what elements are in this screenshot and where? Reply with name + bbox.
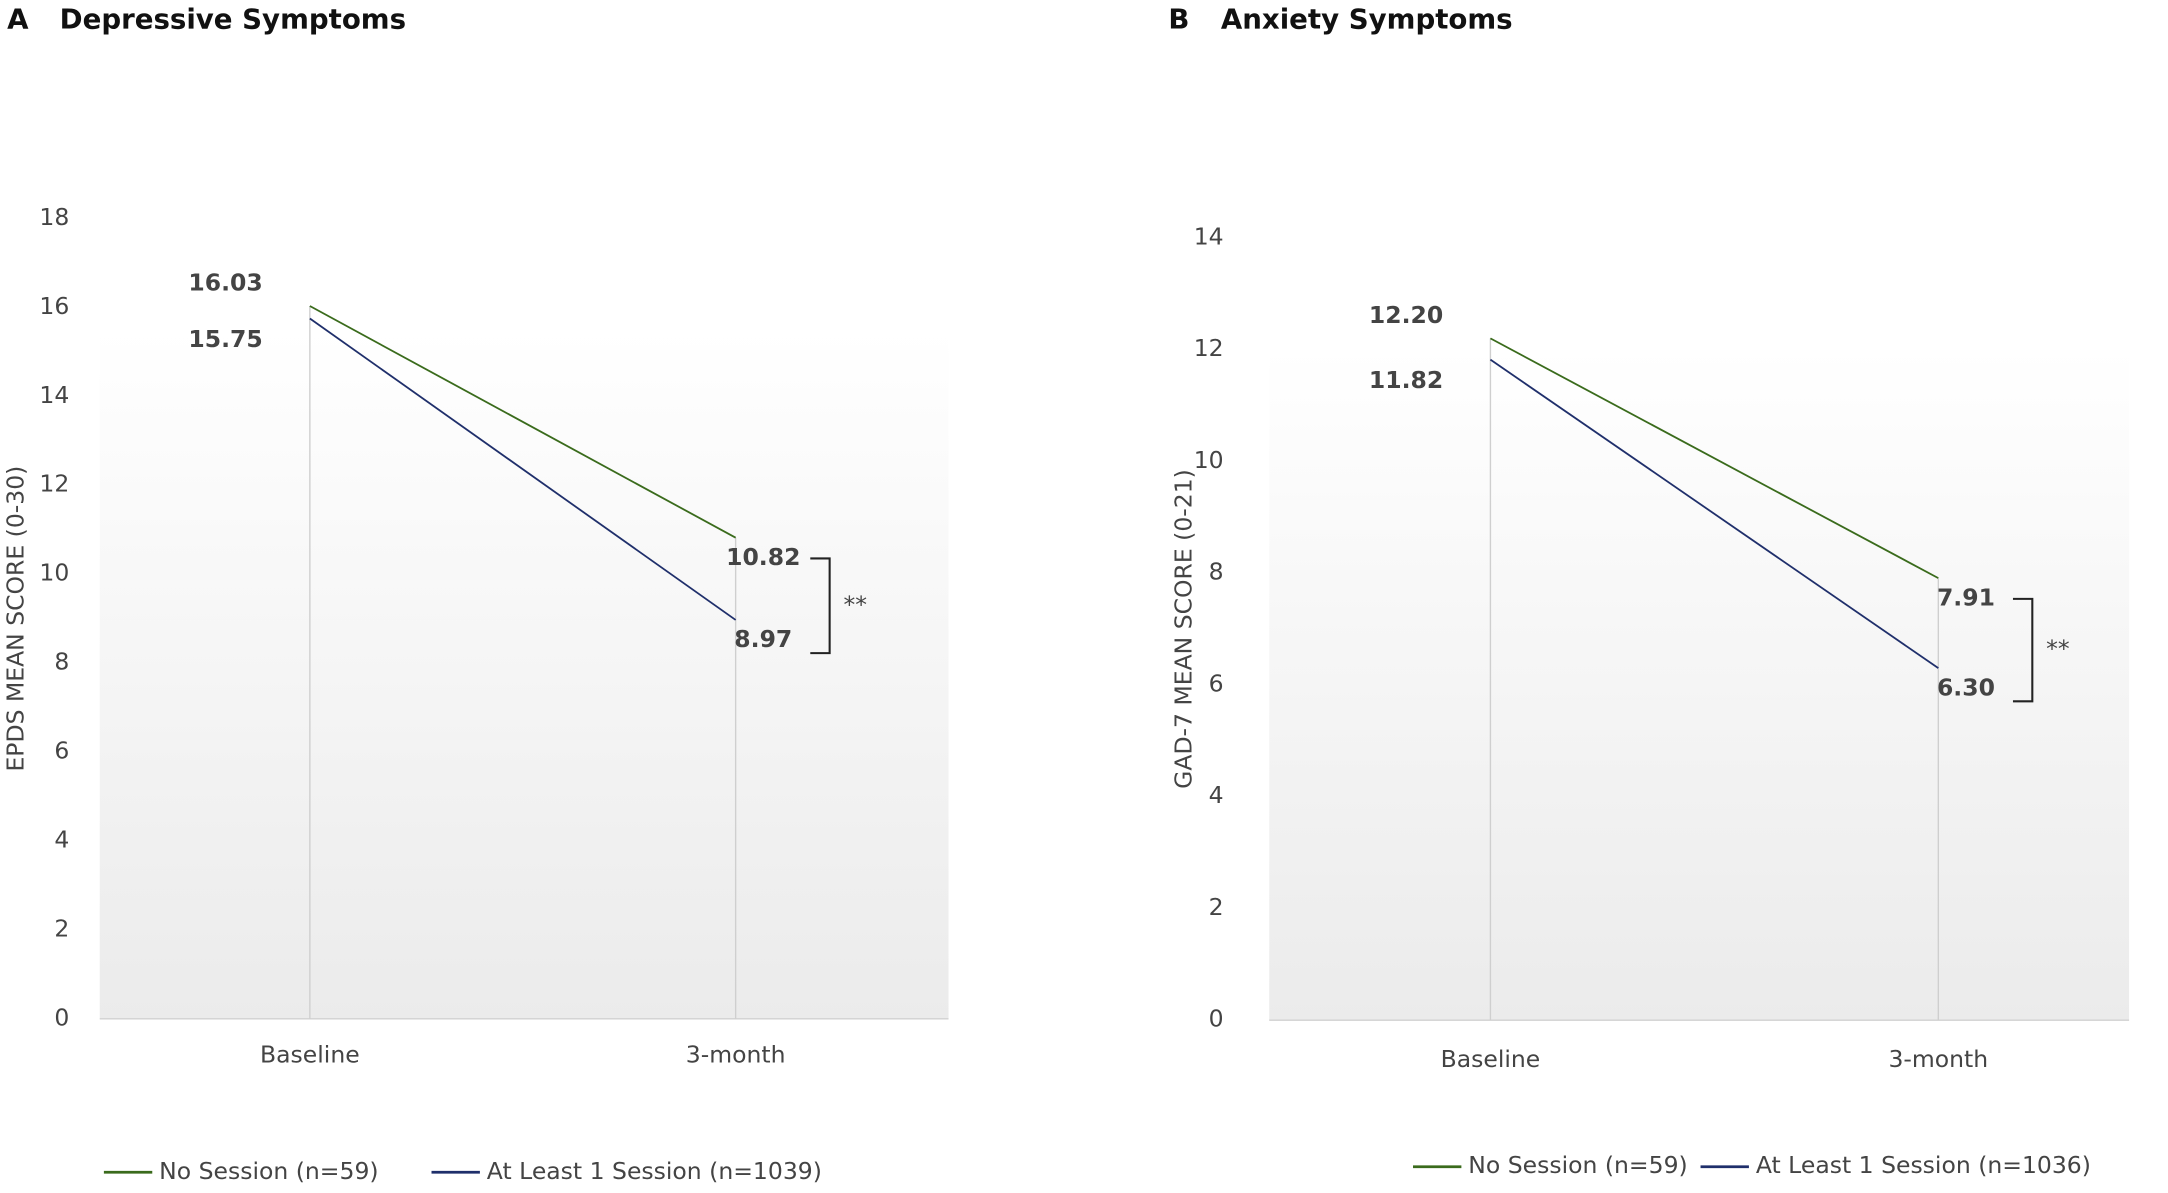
value-label: 8.97 [734,625,792,653]
y-tick-label: 14 [39,381,69,409]
y-tick-label: 4 [1209,781,1224,809]
y-tick-label: 0 [1209,1005,1224,1033]
legend-label: At Least 1 Session (n=1036) [1756,1151,2091,1179]
x-tick-label: Baseline [1441,1045,1541,1073]
value-label: 15.75 [188,325,262,353]
y-tick-label: 0 [54,1003,69,1031]
y-tick-label: 2 [1209,893,1224,921]
chart-title: Depressive Symptoms [60,3,406,36]
y-tick-label: 2 [54,914,69,942]
series-line [1489,358,1939,669]
value-label: 12.20 [1369,301,1443,329]
x-tick-label: Baseline [260,1041,360,1069]
y-tick-label: 6 [54,737,69,765]
plot-background [1269,348,2130,1021]
value-label: 7.91 [1937,583,1995,611]
value-label: 10.82 [726,543,800,571]
y-tick-label: 10 [1194,446,1224,474]
y-tick-label: 10 [39,559,69,587]
y-tick-label: 8 [1209,558,1224,586]
series-line [309,305,737,539]
series-line [1489,337,1939,579]
y-tick-label: 16 [39,292,69,320]
significance-label: ** [843,590,867,618]
y-tick-label: 12 [39,470,69,498]
x-tick-label: 3-month [686,1041,786,1069]
x-tick-label: 3-month [1888,1045,1988,1073]
panel-label: B [1168,3,1189,36]
significance-label: ** [2046,635,2070,663]
y-axis-label: EPDS MEAN SCORE (0-30) [1,466,29,772]
legend-label: At Least 1 Session (n=1039) [487,1157,822,1185]
value-label: 11.82 [1369,366,1443,394]
y-tick-label: 4 [54,825,69,853]
y-tick-label: 8 [54,648,69,676]
chart-title: Anxiety Symptoms [1221,3,1513,36]
y-tick-label: 18 [39,203,69,231]
value-label: 16.03 [188,268,262,296]
legend-label: No Session (n=59) [159,1157,378,1185]
significance-bracket [810,557,831,655]
value-label: 6.30 [1937,673,1995,701]
significance-bracket [2012,597,2034,703]
plot-background [99,329,949,1019]
series-line [309,317,737,621]
y-axis-label: GAD-7 MEAN SCORE (0-21) [1169,469,1197,789]
y-tick-label: 12 [1194,334,1224,362]
y-tick-label: 6 [1209,669,1224,697]
panel-label: A [7,3,29,36]
y-tick-label: 14 [1194,222,1224,250]
legend-label: No Session (n=59) [1468,1151,1687,1179]
